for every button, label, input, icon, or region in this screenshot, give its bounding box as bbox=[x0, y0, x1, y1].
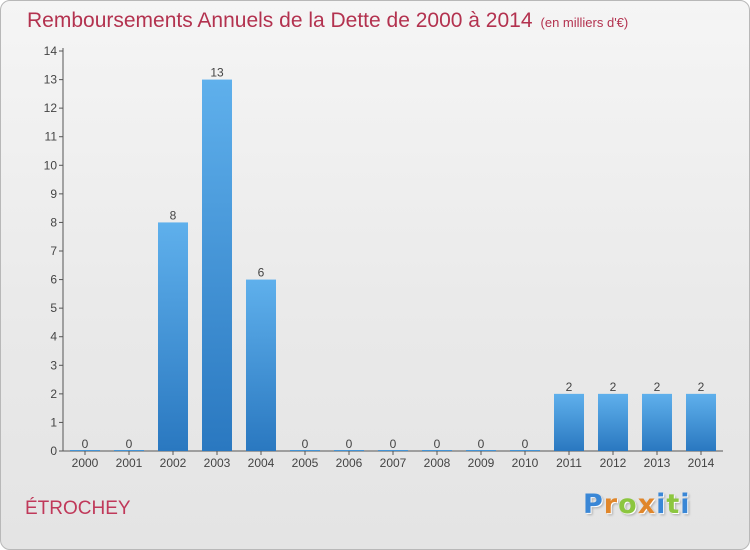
bar-value-label: 0 bbox=[478, 437, 485, 451]
y-tick-label: 5 bbox=[50, 301, 57, 315]
y-tick-label: 11 bbox=[45, 130, 58, 144]
bar bbox=[202, 79, 232, 452]
bar-value-label: 0 bbox=[302, 437, 309, 451]
x-tick-label: 2006 bbox=[336, 456, 363, 470]
chart-bars: 0 0 8 13 6 0 0 0 0 0 0 2 2 2 2 bbox=[70, 66, 716, 452]
y-tick-label: 0 bbox=[50, 444, 57, 458]
x-tick-label: 2011 bbox=[556, 456, 582, 470]
logo-letter: i bbox=[680, 489, 691, 520]
x-tick-label: 2014 bbox=[688, 456, 715, 470]
chart-subtitle: (en milliers d'€) bbox=[540, 15, 629, 30]
commune-name: ÉTROCHEY bbox=[25, 498, 131, 519]
bar-value-label: 2 bbox=[654, 380, 661, 394]
x-tick-label: 2003 bbox=[204, 456, 231, 470]
x-tick-label: 2009 bbox=[468, 456, 495, 470]
logo-letter: r bbox=[603, 489, 619, 520]
bar-value-label: 8 bbox=[170, 208, 177, 222]
chart-title-text: Remboursements Annuels de la Dette de 20… bbox=[27, 9, 533, 32]
y-tick-label: 10 bbox=[44, 158, 58, 172]
logo-letter: o bbox=[618, 489, 638, 520]
bar bbox=[554, 393, 584, 451]
y-tick-label: 1 bbox=[50, 415, 57, 429]
bar-value-label: 0 bbox=[346, 437, 353, 451]
bar bbox=[70, 450, 100, 451]
x-tick-label: 2013 bbox=[644, 456, 671, 470]
x-tick-label: 2000 bbox=[72, 456, 99, 470]
bar bbox=[510, 450, 540, 451]
y-tick-label: 8 bbox=[50, 215, 57, 229]
y-tick-label: 6 bbox=[50, 273, 57, 287]
logo-letter: t bbox=[666, 489, 681, 520]
bar-value-label: 0 bbox=[82, 437, 89, 451]
bar bbox=[642, 393, 672, 451]
y-tick-label: 13 bbox=[44, 73, 58, 87]
bar-value-label: 0 bbox=[390, 437, 397, 451]
logo-letter: i bbox=[656, 489, 667, 520]
x-tick-label: 2001 bbox=[116, 456, 143, 470]
bar bbox=[114, 450, 144, 451]
logo-letter: P bbox=[583, 489, 604, 520]
y-tick-label: 4 bbox=[50, 330, 57, 344]
bar-value-label: 13 bbox=[210, 66, 224, 80]
bar-value-label: 0 bbox=[522, 437, 529, 451]
y-tick-label: 7 bbox=[50, 244, 57, 258]
x-tick-label: 2007 bbox=[380, 456, 407, 470]
bar-value-label: 2 bbox=[566, 380, 573, 394]
x-tick-label: 2010 bbox=[512, 456, 539, 470]
bar bbox=[686, 393, 716, 451]
bar-value-label: 2 bbox=[698, 380, 705, 394]
bar bbox=[378, 450, 408, 451]
bar-value-label: 2 bbox=[610, 380, 617, 394]
y-tick-label: 9 bbox=[50, 187, 57, 201]
bar bbox=[158, 222, 188, 451]
x-tick-label: 2005 bbox=[292, 456, 319, 470]
bar bbox=[334, 450, 364, 451]
bar bbox=[598, 393, 628, 451]
proxiti-logo: Proxiti bbox=[583, 489, 691, 520]
bar bbox=[246, 279, 276, 451]
x-tick-label: 2002 bbox=[160, 456, 187, 470]
y-tick-label: 3 bbox=[50, 358, 57, 372]
bar bbox=[290, 450, 320, 451]
bar-value-label: 6 bbox=[258, 266, 265, 280]
x-tick-label: 2012 bbox=[600, 456, 627, 470]
y-tick-label: 12 bbox=[44, 101, 58, 115]
y-tick-label: 14 bbox=[44, 44, 58, 58]
bar-value-label: 0 bbox=[126, 437, 133, 451]
bar bbox=[422, 450, 452, 451]
logo-letter: x bbox=[637, 489, 657, 520]
bar-value-label: 0 bbox=[434, 437, 441, 451]
y-tick-label: 2 bbox=[50, 387, 57, 401]
chart-title: Remboursements Annuels de la Dette de 20… bbox=[27, 9, 628, 33]
x-tick-label: 2004 bbox=[248, 456, 275, 470]
bar bbox=[466, 450, 496, 451]
x-tick-label: 2008 bbox=[424, 456, 451, 470]
